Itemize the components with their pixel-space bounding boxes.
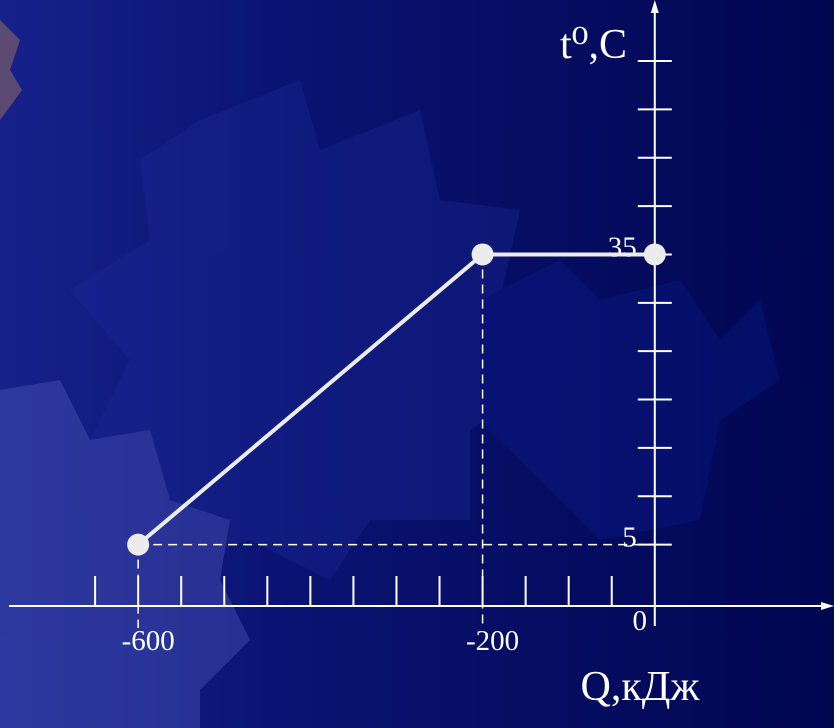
x-tick-label: -600 — [122, 625, 175, 657]
corner-decoration — [0, 20, 22, 120]
y-tick-label: 35 — [608, 231, 637, 263]
gear-decoration — [0, 80, 780, 728]
x-axis-label: Q,кДж — [581, 664, 701, 710]
x-tick-label: 0 — [633, 605, 648, 637]
y-tick-label: 5 — [622, 522, 637, 554]
y-axis-label: t⁰,C — [560, 22, 627, 68]
y-axis-arrow — [650, 0, 659, 13]
x-axis-arrow — [821, 602, 834, 610]
data-point — [471, 243, 494, 266]
plot: -600 -200 0 5 35 t⁰,C Q,кДж — [9, 0, 834, 710]
data-point — [127, 533, 150, 556]
x-tick-label: -200 — [466, 625, 519, 657]
data-point — [643, 243, 666, 266]
